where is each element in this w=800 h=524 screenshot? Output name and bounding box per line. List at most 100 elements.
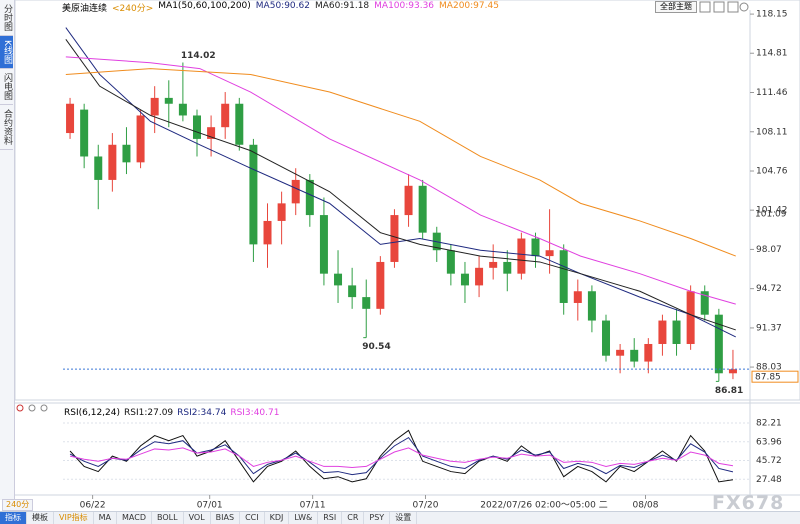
x-tick-label: 07/20 bbox=[413, 501, 439, 511]
y-tick-label: 82.21 bbox=[756, 419, 782, 429]
bottom-tab[interactable]: 指标 bbox=[0, 512, 27, 524]
candle-body bbox=[291, 179, 300, 204]
legend-entry: RSI3:40.71 bbox=[230, 408, 280, 418]
candle-body bbox=[475, 267, 484, 286]
main-frame bbox=[14, 0, 800, 401]
indicator: MA1(50,60,100,200) bbox=[158, 1, 251, 11]
icon[interactable] bbox=[699, 1, 711, 13]
candle-body bbox=[672, 320, 681, 344]
rsi-line bbox=[69, 436, 734, 476]
candle-body bbox=[221, 103, 230, 128]
candle-body bbox=[446, 250, 455, 274]
icon[interactable] bbox=[739, 2, 749, 12]
ma-line bbox=[65, 68, 736, 257]
bottom-tab[interactable]: MA bbox=[94, 512, 118, 524]
icon[interactable] bbox=[40, 404, 48, 412]
y-tick-label: 91.37 bbox=[756, 323, 782, 333]
legend-entry: RSI1:27.09 bbox=[124, 408, 174, 418]
candle-body bbox=[390, 215, 399, 262]
candle-body bbox=[714, 314, 723, 374]
bottom-tab[interactable]: VOL bbox=[184, 512, 211, 524]
candle-body bbox=[348, 285, 357, 298]
rsi-line bbox=[69, 447, 734, 468]
icon[interactable] bbox=[16, 404, 24, 412]
symbol: 美原油连续 bbox=[62, 4, 108, 14]
candle-body bbox=[305, 179, 314, 216]
candle-body bbox=[108, 144, 117, 180]
candle-body bbox=[658, 320, 667, 344]
bottom-tab[interactable]: CCI bbox=[240, 512, 265, 524]
candle-body bbox=[418, 185, 427, 233]
icon[interactable] bbox=[713, 1, 725, 13]
bottom-tab[interactable]: BIAS bbox=[211, 512, 241, 524]
y-tick-label: 101.42 bbox=[756, 206, 788, 216]
theme-button[interactable]: 全部主题 bbox=[655, 1, 697, 13]
bottom-tab[interactable]: RSI bbox=[318, 512, 343, 524]
candle-body bbox=[489, 261, 498, 268]
ma-line bbox=[65, 39, 736, 331]
bottom-tab[interactable]: CR bbox=[342, 512, 365, 524]
candle-body bbox=[517, 238, 526, 274]
sidebar-tab[interactable]: 合约资料 bbox=[0, 105, 13, 150]
high-annotation: 114.02 bbox=[181, 51, 216, 61]
candle-body bbox=[587, 291, 596, 321]
rsi-header: RSI(6,12,24) RSI1:27.09 RSI2:34.74 RSI3:… bbox=[64, 408, 279, 418]
icon[interactable] bbox=[727, 1, 739, 13]
candle-body bbox=[559, 250, 568, 303]
chart-header: 美原油连续 <240分> MA1(50,60,100,200) MA50:90.… bbox=[62, 1, 499, 14]
y-tick-label: 111.46 bbox=[756, 88, 788, 98]
bottom-tab[interactable]: KDJ bbox=[265, 512, 290, 524]
candle-body bbox=[404, 185, 413, 216]
candle-body bbox=[150, 97, 159, 116]
candle-body bbox=[178, 103, 187, 116]
y-tick-label: 104.76 bbox=[756, 167, 788, 177]
candle-body bbox=[644, 343, 653, 362]
period-button[interactable]: 240分 bbox=[2, 499, 34, 511]
icon[interactable] bbox=[28, 404, 36, 412]
last-price-label: 87.85 bbox=[755, 373, 781, 383]
period: <240分> bbox=[112, 4, 154, 14]
candle-body bbox=[80, 109, 89, 157]
rsi-title: RSI(6,12,24) bbox=[64, 408, 120, 418]
candle-body bbox=[263, 220, 272, 245]
sidebar-tab[interactable]: K线图 bbox=[0, 36, 13, 69]
candle-body bbox=[334, 273, 343, 286]
y-tick-label: 108.11 bbox=[756, 127, 788, 137]
candle-body bbox=[700, 291, 709, 315]
x-tick-label: 08/08 bbox=[633, 501, 659, 511]
y-tick-label: 45.72 bbox=[756, 456, 782, 466]
y-tick-label: 118.15 bbox=[756, 10, 788, 20]
candle-body bbox=[249, 144, 258, 245]
candle-body bbox=[630, 349, 639, 362]
bottom-tab[interactable]: MACD bbox=[117, 512, 153, 524]
legend-entry: RSI2:34.74 bbox=[177, 408, 227, 418]
low-annotation: 90.54 bbox=[362, 342, 390, 352]
candle-body bbox=[616, 349, 625, 356]
candle-body bbox=[66, 103, 75, 134]
candle-body bbox=[545, 250, 554, 257]
x-tick-label: 07/01 bbox=[197, 501, 223, 511]
x-tick-label: 07/11 bbox=[300, 501, 326, 511]
candle-body bbox=[728, 369, 737, 374]
bottom-tab[interactable]: BOLL bbox=[152, 512, 184, 524]
marker-price-label: 101.09 bbox=[755, 210, 787, 220]
low-annotation: 86.81 bbox=[715, 386, 743, 396]
sidebar-tab[interactable]: 闪电图 bbox=[0, 69, 13, 105]
candle-body bbox=[192, 115, 201, 139]
candle-body bbox=[122, 144, 131, 163]
bottom-tab[interactable]: PSY bbox=[364, 512, 391, 524]
candle-body bbox=[531, 238, 540, 257]
candle-body bbox=[207, 127, 216, 139]
bottom-tab[interactable]: 模板 bbox=[27, 512, 54, 524]
bottom-tab[interactable]: 设置 bbox=[390, 512, 418, 524]
candle-body bbox=[164, 97, 173, 104]
bottom-tab[interactable]: LW& bbox=[289, 512, 319, 524]
bottom-tab[interactable]: VIP指标 bbox=[54, 512, 94, 524]
candle-body bbox=[686, 291, 695, 344]
candle-body bbox=[376, 261, 385, 309]
y-tick-label: 63.96 bbox=[756, 437, 782, 447]
legend-entry: MA50:90.62 bbox=[255, 1, 310, 11]
sidebar-tab[interactable]: 分时图 bbox=[0, 0, 13, 36]
